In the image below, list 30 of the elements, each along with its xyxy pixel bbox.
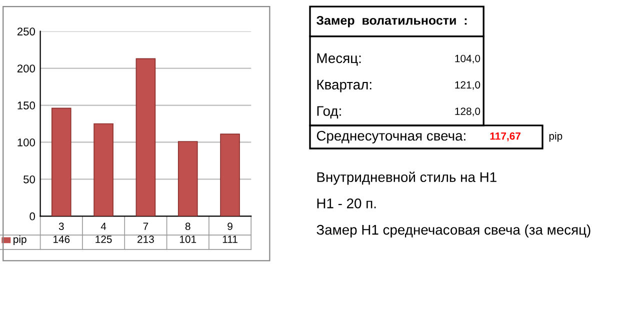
text: H1 - 20 п. xyxy=(317,198,376,208)
x-tick-label: 3 xyxy=(58,222,64,230)
x-tick-label: 7 xyxy=(143,222,148,230)
text: Год: xyxy=(317,106,341,119)
data-label: 111 xyxy=(222,236,238,243)
text: Месяц: xyxy=(317,53,361,66)
y-tick-label: 100 xyxy=(18,138,36,146)
data-label: 213 xyxy=(138,236,154,243)
x-tick-label: 9 xyxy=(228,222,232,230)
text: 121,0 xyxy=(455,81,480,90)
data-label: 125 xyxy=(96,236,112,243)
text: 117,67 xyxy=(490,132,520,142)
y-tick-label: 50 xyxy=(24,175,36,184)
legend-label: pip xyxy=(14,235,26,246)
y-tick-label: 0 xyxy=(30,212,36,220)
text: Внутридневной стиль на H1 xyxy=(317,172,496,185)
x-tick-label: 8 xyxy=(185,222,190,230)
text: pip xyxy=(549,132,562,142)
data-label: 146 xyxy=(53,236,70,243)
y-tick-label: 250 xyxy=(17,28,36,36)
text: Замер H1 среднечасовая свеча (за месяц) xyxy=(316,224,590,238)
text: 104,0 xyxy=(455,54,480,64)
text: 128,0 xyxy=(455,108,480,116)
text: Среднесуточная свеча: xyxy=(316,130,466,144)
x-tick-label: 4 xyxy=(100,222,106,230)
y-tick-label: 200 xyxy=(17,64,36,72)
text: Замер волатильности : xyxy=(316,16,467,28)
text: Квартал: xyxy=(317,80,372,92)
data-label: 101 xyxy=(180,236,196,243)
y-tick-label: 150 xyxy=(18,102,36,110)
